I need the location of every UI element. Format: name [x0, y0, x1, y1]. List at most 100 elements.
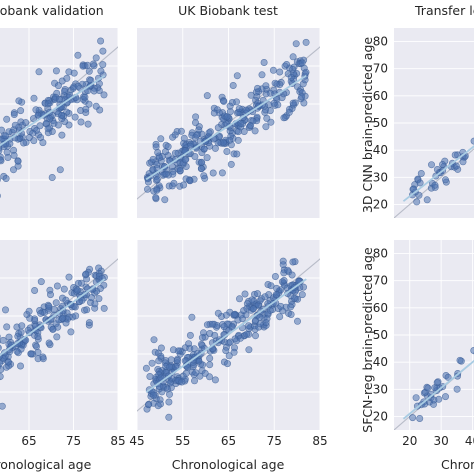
data-point [245, 322, 253, 330]
data-point [223, 113, 231, 121]
data-point [25, 134, 33, 142]
data-point [226, 136, 234, 144]
data-point [262, 90, 270, 98]
regression-line [0, 278, 106, 357]
data-point [157, 344, 165, 352]
data-point [256, 297, 264, 305]
data-point [85, 100, 93, 108]
y-axis-label-top: 3D CNN brain-predicted age [360, 37, 375, 213]
data-point [74, 279, 82, 287]
data-point [424, 384, 432, 392]
data-point [152, 194, 160, 202]
data-point [256, 320, 264, 328]
data-point [95, 295, 103, 303]
data-point [167, 356, 175, 364]
data-point [198, 158, 206, 166]
data-point [46, 115, 54, 123]
data-point [431, 384, 439, 392]
y-tick-label: 30 [373, 382, 388, 396]
data-point [211, 376, 219, 384]
x-tick-label: 75 [66, 434, 81, 448]
data-point [205, 129, 213, 137]
data-point [45, 339, 53, 347]
data-point [441, 393, 449, 401]
data-point [242, 106, 250, 114]
data-point [292, 40, 300, 48]
data-point [54, 82, 62, 90]
data-point [0, 402, 6, 410]
x-tick-label: 85 [312, 434, 327, 448]
data-point [423, 196, 431, 204]
data-point [262, 82, 270, 90]
data-point [258, 71, 266, 79]
data-point [298, 59, 306, 67]
data-point [247, 122, 255, 130]
data-point [150, 336, 158, 344]
data-point [177, 127, 185, 135]
x-tick-label: 75 [267, 434, 282, 448]
data-point [193, 131, 201, 139]
data-point [233, 72, 241, 80]
data-point [44, 125, 52, 133]
data-point [85, 319, 93, 327]
data-point [53, 333, 61, 341]
data-point [17, 328, 25, 336]
data-point [263, 114, 271, 122]
data-point [186, 142, 194, 150]
data-point [146, 372, 154, 380]
data-point [60, 285, 68, 293]
data-point [234, 316, 242, 324]
y-tick-label: 50 [373, 328, 388, 342]
data-point [81, 93, 89, 101]
column-title-validation: UK Biobank validation [0, 3, 104, 18]
y-tick-label: 20 [373, 409, 388, 423]
data-point [84, 120, 92, 128]
data-point [22, 119, 30, 127]
data-point [17, 107, 25, 115]
data-point [27, 350, 35, 358]
data-point [45, 302, 53, 310]
data-point [18, 322, 26, 330]
data-point [52, 67, 60, 75]
data-point [170, 179, 178, 187]
regression-line [145, 278, 307, 393]
data-point [85, 67, 93, 75]
data-point [72, 312, 80, 320]
data-point [243, 304, 251, 312]
x-axis-label-right: Chronological age [441, 457, 474, 472]
data-point [222, 347, 230, 355]
data-point [100, 91, 108, 99]
data-point [56, 166, 64, 174]
data-point [220, 97, 228, 105]
data-point [206, 354, 214, 362]
data-point [236, 295, 244, 303]
data-point [289, 258, 297, 266]
data-point [37, 278, 45, 286]
data-point [417, 170, 425, 178]
data-point [233, 150, 241, 158]
data-point [260, 58, 268, 66]
data-point [262, 123, 270, 131]
data-point [100, 304, 108, 312]
y-tick-label: 50 [373, 116, 388, 130]
data-point [58, 131, 66, 139]
data-point [154, 149, 162, 157]
data-point [67, 328, 75, 336]
x-tick-label: 40 [465, 434, 474, 448]
data-point [161, 196, 169, 204]
data-point [224, 360, 232, 368]
data-point [298, 291, 306, 299]
data-point [15, 97, 23, 105]
data-point [248, 296, 256, 304]
data-point [24, 326, 32, 334]
data-point [73, 286, 81, 294]
data-point [58, 111, 66, 119]
data-point [289, 99, 297, 107]
data-point [427, 161, 435, 169]
data-point [416, 414, 424, 422]
data-point [153, 176, 161, 184]
data-point [0, 359, 4, 367]
data-point [58, 314, 66, 322]
data-point [237, 119, 245, 127]
